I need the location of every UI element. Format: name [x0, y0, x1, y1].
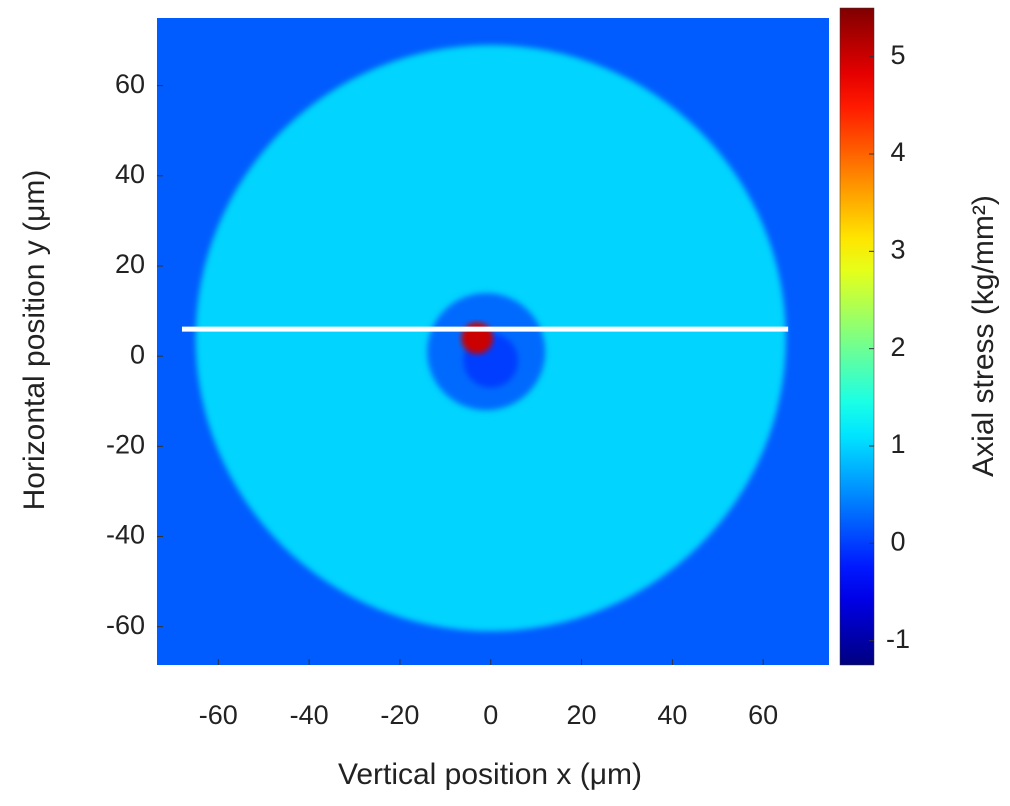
x-tick-label: 0 [483, 700, 498, 730]
x-axis-label: Vertical position x (μm) [338, 758, 642, 791]
x-tick-label: -60 [199, 700, 238, 730]
y-tick-label: -20 [106, 429, 145, 459]
x-tick-label: 40 [657, 700, 687, 730]
colorbar-tick-label: -1 [886, 624, 910, 654]
plot-area [157, 18, 829, 665]
colorbar-tick-label: 1 [890, 429, 905, 459]
y-tick-label: 20 [115, 249, 145, 279]
colorbar-tick-label: 2 [890, 332, 905, 362]
y-tick-label: 40 [115, 159, 145, 189]
colorbar-tick-label: 0 [890, 526, 905, 556]
colorbar-tick-label: 4 [890, 137, 905, 167]
colorbar-tick-label: 5 [890, 40, 905, 70]
x-tick-label: -40 [290, 700, 329, 730]
y-tick-label: -40 [106, 520, 145, 550]
x-tick-label: 60 [748, 700, 778, 730]
colorbar [839, 7, 875, 666]
x-tick-label: -20 [380, 700, 419, 730]
y-tick-label: 60 [115, 69, 145, 99]
colorbar-label: Axial stress (kg/mm²) [967, 195, 1000, 477]
y-tick-label: 0 [130, 339, 145, 369]
x-tick-label: 20 [567, 700, 597, 730]
colorbar-tick-label: 3 [890, 234, 905, 264]
y-tick-label: -60 [106, 610, 145, 640]
y-axis-label: Horizontal position y (μm) [18, 170, 51, 511]
